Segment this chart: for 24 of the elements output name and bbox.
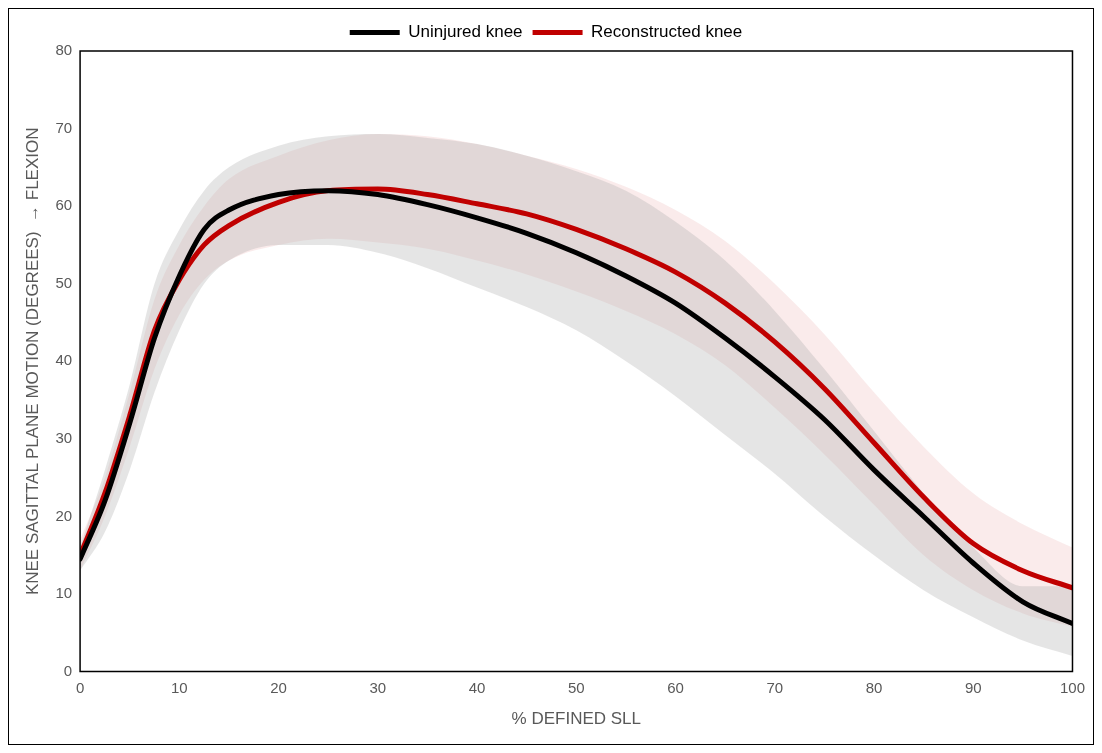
x-tick-label: 100 (1059, 678, 1085, 696)
x-tick-label: 60 (667, 678, 684, 696)
y-tick-label: 60 (55, 196, 73, 214)
y-tick-label: 40 (55, 351, 73, 369)
y-tick-label: 10 (55, 584, 73, 602)
y-tick-label: 70 (55, 118, 73, 136)
y-tick-label: 30 (55, 429, 73, 447)
legend-label: Reconstructed knee (591, 22, 743, 42)
x-tick-label: 40 (468, 678, 486, 696)
y-tick-label: 80 (55, 41, 73, 59)
x-tick-label: 0 (75, 678, 85, 696)
x-axis-title: % DEFINED SLL (511, 709, 641, 729)
x-tick-label: 20 (270, 678, 287, 696)
y-tick-label: 0 (63, 661, 73, 679)
y-axis-title: KNEE SAGITTAL PLANE MOTION (DEGREES) → FLEXION (22, 127, 42, 596)
x-tick-label: 30 (369, 678, 387, 696)
x-tick-label: 70 (766, 678, 784, 696)
x-tick-label: 80 (865, 678, 883, 696)
x-tick-label: 50 (567, 678, 585, 696)
x-tick-label: 10 (170, 678, 188, 696)
x-tick-label: 90 (964, 678, 982, 696)
y-tick-label: 50 (55, 273, 73, 291)
legend-label: Uninjured knee (408, 22, 523, 42)
y-tick-label: 20 (55, 506, 73, 524)
